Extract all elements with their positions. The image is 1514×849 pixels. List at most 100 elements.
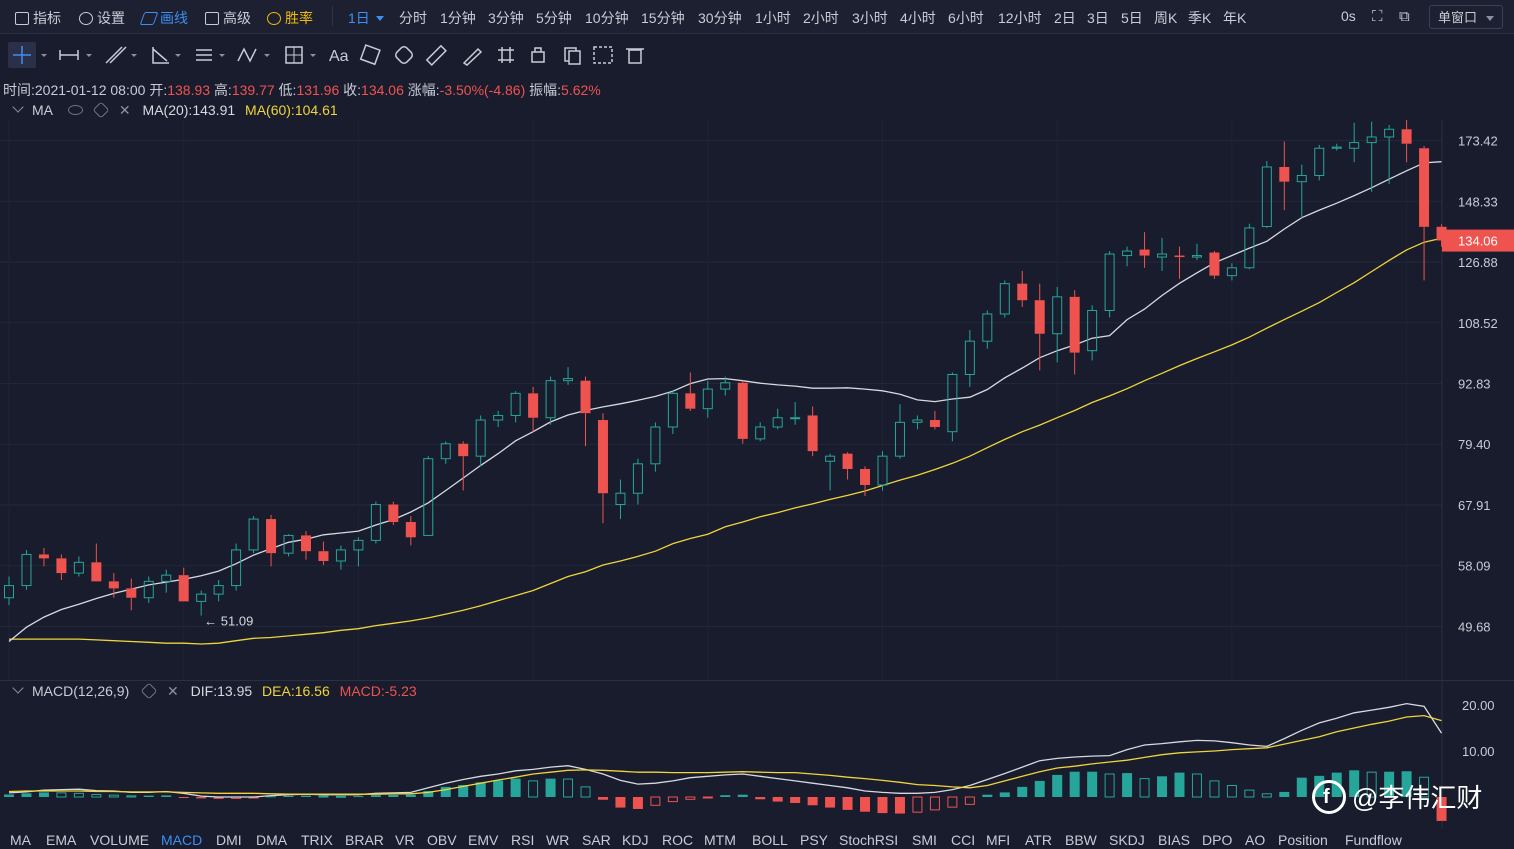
candle[interactable]: [1017, 270, 1028, 308]
candle[interactable]: [405, 516, 416, 546]
candle[interactable]: [1279, 141, 1290, 211]
candle[interactable]: [231, 543, 242, 591]
tab-timeframe-16[interactable]: 5日: [1121, 10, 1143, 26]
candle[interactable]: [790, 402, 801, 425]
candle[interactable]: [161, 569, 172, 593]
tab-indicator-ao[interactable]: AO: [1245, 832, 1266, 848]
candle[interactable]: [1157, 237, 1168, 271]
candle[interactable]: [1261, 161, 1272, 228]
candle[interactable]: [493, 410, 504, 427]
candle[interactable]: [632, 458, 643, 505]
candle[interactable]: [1052, 286, 1063, 363]
candle[interactable]: [1122, 246, 1133, 267]
tab-indicator-mtm[interactable]: MTM: [704, 832, 736, 848]
candle[interactable]: [807, 406, 818, 457]
candle[interactable]: [650, 422, 661, 472]
tab-indicator-emv[interactable]: EMV: [468, 832, 499, 848]
candle[interactable]: [737, 380, 748, 444]
candle[interactable]: [353, 537, 364, 567]
draw-line-button[interactable]: 画线: [139, 8, 188, 28]
candle[interactable]: [423, 456, 434, 536]
candle[interactable]: [894, 404, 905, 459]
candle[interactable]: [1209, 251, 1220, 279]
candle[interactable]: [458, 441, 469, 491]
tab-indicator-bias[interactable]: BIAS: [1158, 832, 1190, 848]
tab-indicator-wr[interactable]: WR: [546, 832, 570, 848]
candle[interactable]: [1174, 246, 1185, 279]
close-icon[interactable]: ✕: [118, 102, 131, 118]
candle[interactable]: [1296, 164, 1307, 219]
candle[interactable]: [982, 310, 993, 349]
candle[interactable]: [615, 479, 626, 520]
candle[interactable]: [1034, 283, 1045, 371]
magnet-tool-icon[interactable]: [498, 47, 514, 63]
candle[interactable]: [825, 453, 836, 491]
candle[interactable]: [702, 380, 713, 418]
tab-timeframe-12[interactable]: 6小时: [948, 10, 984, 26]
lock-tool-icon[interactable]: [531, 47, 545, 63]
indicator-button[interactable]: 指标: [15, 8, 61, 28]
tab-timeframe-0[interactable]: 1日: [348, 8, 384, 28]
tab-indicator-obv[interactable]: OBV: [427, 832, 457, 848]
wave-tool-icon[interactable]: [237, 47, 270, 63]
popout-icon[interactable]: ⧉: [1399, 8, 1410, 25]
close-icon[interactable]: ✕: [167, 683, 179, 699]
candle[interactable]: [1401, 120, 1412, 163]
pattern-tool-icon[interactable]: [359, 44, 381, 66]
candle[interactable]: [248, 516, 259, 554]
tab-indicator-ma[interactable]: MA: [10, 832, 31, 848]
candle[interactable]: [563, 367, 574, 385]
tab-indicator-fundflow[interactable]: Fundflow: [1345, 832, 1402, 848]
tab-indicator-rsi[interactable]: RSI: [511, 832, 535, 848]
candle[interactable]: [126, 578, 137, 611]
candle[interactable]: [196, 590, 207, 616]
candle[interactable]: [1139, 232, 1150, 268]
candle[interactable]: [1419, 145, 1430, 281]
tab-timeframe-2[interactable]: 1分钟: [440, 10, 476, 26]
candle[interactable]: [597, 413, 608, 524]
settings-tool-icon[interactable]: [593, 46, 613, 64]
brush-tool-icon[interactable]: [462, 47, 483, 66]
tab-indicator-boll[interactable]: BOLL: [752, 832, 788, 848]
tab-indicator-psy[interactable]: PSY: [800, 832, 829, 848]
candle[interactable]: [947, 372, 958, 442]
tab-indicator-position[interactable]: Position: [1278, 832, 1328, 848]
trend-line-tool-icon[interactable]: [105, 46, 137, 64]
candle[interactable]: [21, 549, 32, 590]
copy-tool-icon[interactable]: [564, 47, 581, 65]
candle[interactable]: [370, 501, 381, 544]
tab-indicator-skdj[interactable]: SKDJ: [1109, 832, 1145, 848]
candle[interactable]: [580, 376, 591, 447]
tab-indicator-cci[interactable]: CCI: [951, 832, 976, 848]
tab-timeframe-15[interactable]: 3日: [1087, 10, 1109, 26]
horizontal-ray-tool-icon[interactable]: [59, 50, 92, 60]
candle[interactable]: [91, 543, 102, 582]
candle[interactable]: [685, 372, 696, 411]
candle[interactable]: [912, 415, 923, 430]
winrate-button[interactable]: 胜率: [267, 8, 313, 28]
candle[interactable]: [388, 501, 399, 526]
tab-timeframe-19[interactable]: 年K: [1223, 10, 1247, 26]
tab-timeframe-14[interactable]: 2日: [1054, 10, 1076, 26]
trash-icon[interactable]: [626, 48, 644, 64]
candlestick-chart[interactable]: 173.42 148.33 126.88 108.52 92.83 79.40 67.91 5…: [0, 120, 1514, 680]
tab-timeframe-6[interactable]: 15分钟: [641, 10, 685, 26]
tab-indicator-atr[interactable]: ATR: [1025, 832, 1052, 848]
angle-tool-icon[interactable]: [152, 47, 181, 64]
crosshair-tool-icon[interactable]: [8, 42, 47, 68]
tab-indicator-brar[interactable]: BRAR: [345, 832, 384, 848]
candle[interactable]: [1087, 305, 1098, 361]
tab-timeframe-13[interactable]: 12小时: [998, 10, 1042, 26]
candle[interactable]: [510, 391, 521, 423]
candle[interactable]: [178, 567, 189, 602]
candle[interactable]: [38, 548, 49, 567]
candle[interactable]: [56, 554, 67, 580]
candle[interactable]: [108, 573, 119, 598]
candle[interactable]: [964, 330, 975, 387]
candle[interactable]: [545, 376, 556, 425]
tab-indicator-volume[interactable]: VOLUME: [90, 832, 150, 848]
eye-icon[interactable]: [68, 105, 84, 115]
candle[interactable]: [1349, 122, 1360, 163]
candle[interactable]: [300, 531, 311, 560]
